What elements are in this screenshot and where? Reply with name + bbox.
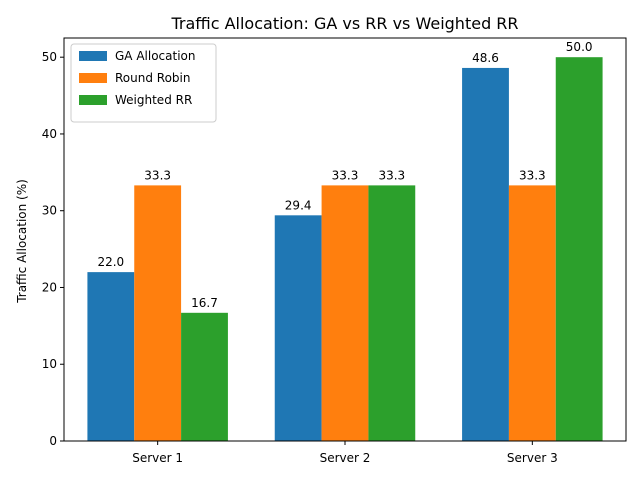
data-label: 50.0: [566, 40, 593, 54]
bar-ga-allocation-3: [462, 67, 509, 442]
data-label: 33.3: [378, 168, 405, 182]
data-label: 33.3: [144, 168, 171, 182]
data-label: 29.4: [285, 198, 312, 212]
bar-round-robin-3: [508, 185, 556, 441]
y-axis-label: Traffic Allocation (%): [15, 179, 29, 304]
legend: GA Allocation Round Robin Weighted RR: [70, 43, 217, 123]
bar-weighted-rr-3: [555, 57, 603, 441]
y-tick-label: 40: [42, 127, 57, 141]
bar-round-robin-2: [321, 185, 369, 441]
x-tick-label: Server 3: [507, 451, 558, 465]
x-tick-label: Server 1: [132, 451, 183, 465]
legend-label: Weighted RR: [115, 93, 192, 107]
data-label: 22.0: [97, 255, 124, 269]
x-axis: Server 1 Server 2 Server 3: [132, 441, 558, 465]
legend-swatch: [79, 95, 107, 105]
bar-ga-allocation-1: [87, 272, 135, 441]
bar-weighted-rr-2: [368, 185, 416, 441]
legend-swatch: [79, 73, 107, 83]
data-label: 48.6: [472, 51, 499, 65]
y-tick-label: 50: [42, 50, 57, 64]
bar-ga-allocation-2: [274, 215, 322, 441]
legend-label: GA Allocation: [115, 49, 195, 63]
bar-weighted-rr-1: [181, 312, 228, 441]
data-label: 33.3: [519, 168, 546, 182]
data-labels-layer: 22.0 29.4 48.6 33.3 33.3 33.3 16.7 33.3 50.0: [97, 40, 592, 310]
data-label: 16.7: [191, 296, 218, 310]
y-tick-label: 0: [49, 434, 57, 448]
legend-label: Round Robin: [115, 71, 190, 85]
y-tick-label: 10: [42, 357, 57, 371]
x-tick-label: Server 2: [320, 451, 371, 465]
legend-box: [70, 43, 217, 123]
data-label: 33.3: [332, 168, 359, 182]
bars-layer: [87, 57, 603, 442]
plot-frame: [63, 37, 627, 442]
y-tick-label: 30: [42, 204, 57, 218]
y-tick-label: 20: [42, 280, 57, 294]
legend-swatch: [79, 51, 107, 61]
chart-title: Traffic Allocation: GA vs RR vs Weighted…: [170, 14, 518, 33]
y-axis: 0 10 20 30 40 50: [42, 50, 64, 448]
bar-round-robin-1: [134, 185, 182, 441]
